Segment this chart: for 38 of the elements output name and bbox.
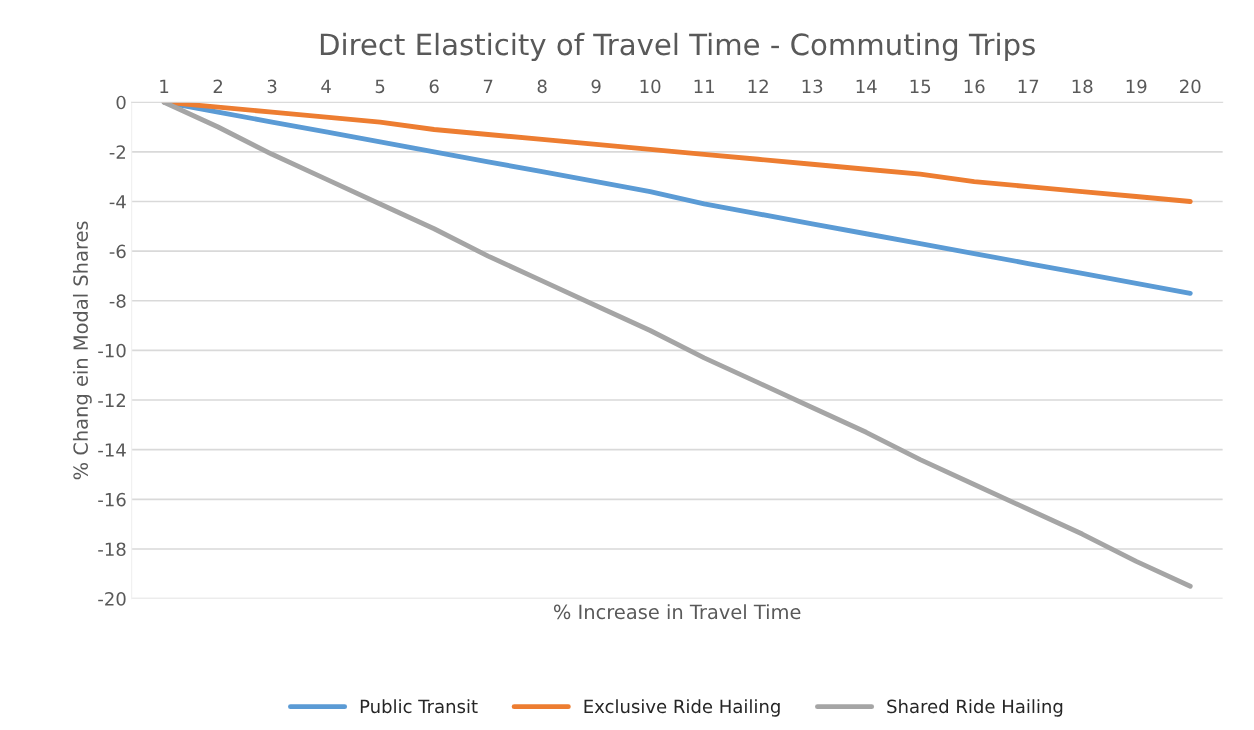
x-tick-label: 11 bbox=[694, 79, 714, 93]
legend-label: Exclusive Ride Hailing bbox=[584, 699, 780, 717]
x-tick-label: 14 bbox=[856, 79, 877, 93]
x-tick-label: 6 bbox=[429, 79, 439, 94]
x-tick-label: 5 bbox=[375, 79, 385, 94]
x-tick-label: 10 bbox=[640, 79, 661, 94]
chart-title: Direct Elasticity of Travel Time - Commuting Trips bbox=[320, 32, 1035, 62]
y-tick-label: -16 bbox=[98, 492, 126, 507]
x-tick-label: 1 bbox=[160, 79, 169, 93]
y-tick-label: 0 bbox=[116, 95, 126, 110]
y-tick-label: -10 bbox=[98, 343, 126, 358]
x-tick-label: 18 bbox=[1072, 79, 1093, 94]
y-tick-label: -18 bbox=[98, 542, 126, 557]
x-tick-label: 12 bbox=[748, 79, 768, 93]
y-tick-label: -4 bbox=[109, 195, 126, 209]
x-tick-label: 4 bbox=[321, 79, 331, 93]
y-tick-label: -14 bbox=[98, 443, 126, 457]
legend-label: Public Transit bbox=[360, 699, 478, 714]
x-tick-label: 17 bbox=[1018, 79, 1039, 93]
legend-label: Shared Ride Hailing bbox=[887, 699, 1063, 717]
y-tick-label: -8 bbox=[109, 294, 126, 308]
x-tick-label: 9 bbox=[591, 79, 601, 94]
x-tick-label: 20 bbox=[1180, 79, 1201, 94]
x-tick-label: 7 bbox=[483, 79, 493, 93]
x-tick-label: 3 bbox=[267, 79, 277, 94]
x-tick-label: 16 bbox=[964, 79, 985, 94]
y-tick-label: -20 bbox=[98, 592, 126, 606]
x-axis-title: % Increase in Travel Time bbox=[553, 604, 801, 620]
y-tick-label: -2 bbox=[109, 145, 125, 159]
x-tick-label: 13 bbox=[802, 79, 823, 94]
x-tick-label: 19 bbox=[1126, 79, 1147, 94]
x-tick-label: 15 bbox=[910, 79, 931, 94]
y-tick-label: -6 bbox=[109, 244, 126, 259]
x-tick-label: 2 bbox=[213, 79, 223, 93]
y-tick-label: -12 bbox=[98, 393, 125, 407]
x-tick-label: 8 bbox=[537, 79, 547, 94]
line-series bbox=[161, 102, 1193, 589]
y-axis-title: % Chang ein Modal Shares bbox=[72, 221, 92, 480]
